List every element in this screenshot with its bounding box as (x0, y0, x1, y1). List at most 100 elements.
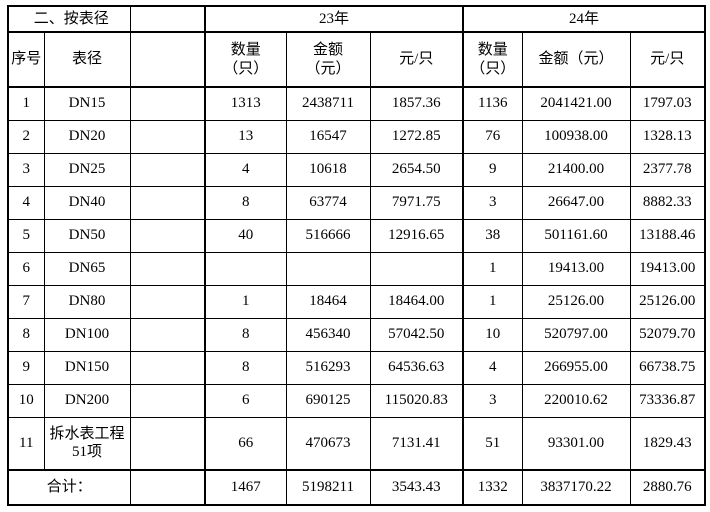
serial-cell: 2 (7, 119, 45, 154)
qty-24-cell: 51 (462, 416, 523, 471)
per-unit-24-cell: 52079.70 (629, 317, 706, 352)
amount-24-cell: 100938.00 (521, 119, 631, 154)
diameter-header: 表径 (43, 31, 131, 88)
amount-23-cell: 690125 (285, 383, 371, 418)
empty-cell (129, 31, 206, 88)
table-row: 7 DN80 1 18464 18464.00 1 25126.00 25126… (7, 284, 706, 319)
qty-24-cell: 4 (462, 350, 523, 385)
serial-cell: 9 (7, 350, 45, 385)
qty-23-header: 数量 （只） (204, 31, 287, 88)
per-unit-23-cell: 12916.65 (369, 218, 464, 253)
year-24-header: 24年 (462, 5, 706, 33)
table-row: 4 DN40 8 63774 7971.75 3 26647.00 8882.3… (7, 185, 706, 220)
diameter-cell: DN40 (43, 185, 131, 220)
per-unit-23-cell: 1857.36 (369, 86, 464, 121)
total-row: 合计： 1467 5198211 3543.43 1332 3837170.22… (7, 469, 706, 506)
amount-23-cell: 16547 (285, 119, 371, 154)
table-row: 9 DN150 8 516293 64536.63 4 266955.00 66… (7, 350, 706, 385)
qty-24-cell: 3 (462, 185, 523, 220)
amount-24-cell: 93301.00 (521, 416, 631, 471)
section-title: 二、按表径 (7, 5, 131, 33)
diameter-cell: DN25 (43, 152, 131, 187)
total-qty-24-cell: 1332 (462, 469, 523, 506)
serial-cell: 11 (7, 416, 45, 471)
amount-24-cell: 501161.60 (521, 218, 631, 253)
empty-cell (129, 317, 206, 352)
qty-23-cell: 8 (204, 350, 287, 385)
per-unit-23-cell: 64536.63 (369, 350, 464, 385)
empty-cell (129, 218, 206, 253)
per-unit-23-cell: 1272.85 (369, 119, 464, 154)
per-unit-24-header: 元/只 (629, 31, 706, 88)
empty-cell (129, 350, 206, 385)
table-row: 5 DN50 40 516666 12916.65 38 501161.60 1… (7, 218, 706, 253)
table-row: 1 DN15 1313 2438711 1857.36 1136 2041421… (7, 86, 706, 121)
empty-cell (129, 5, 206, 33)
meter-diameter-report-table: 二、按表径 23年 24年 序号 表径 数量 （只） 金额 （元） 元/只 数量… (7, 5, 706, 506)
diameter-cell: 拆水表工程 51项 (43, 416, 131, 471)
empty-cell (129, 86, 206, 121)
empty-cell (129, 469, 206, 506)
per-unit-24-cell: 66738.75 (629, 350, 706, 385)
diameter-cell: DN50 (43, 218, 131, 253)
qty-24-cell: 1 (462, 251, 523, 286)
total-qty-23-cell: 1467 (204, 469, 287, 506)
column-header-row: 序号 表径 数量 （只） 金额 （元） 元/只 数量 （只） 金额（元） 元/只 (7, 31, 706, 88)
qty-23-cell: 13 (204, 119, 287, 154)
per-unit-24-cell: 19413.00 (629, 251, 706, 286)
serial-cell: 5 (7, 218, 45, 253)
table-row: 3 DN25 4 10618 2654.50 9 21400.00 2377.7… (7, 152, 706, 187)
amount-24-cell: 220010.62 (521, 383, 631, 418)
amount-23-cell: 63774 (285, 185, 371, 220)
qty-24-cell: 1 (462, 284, 523, 319)
diameter-cell: DN80 (43, 284, 131, 319)
total-per-unit-24-cell: 2880.76 (629, 469, 706, 506)
amount-24-cell: 21400.00 (521, 152, 631, 187)
qty-23-cell: 8 (204, 185, 287, 220)
amount-24-cell: 25126.00 (521, 284, 631, 319)
title-row: 二、按表径 23年 24年 (7, 5, 706, 33)
per-unit-24-cell: 1829.43 (629, 416, 706, 471)
empty-cell (129, 185, 206, 220)
amount-23-cell: 18464 (285, 284, 371, 319)
qty-23-cell (204, 251, 287, 286)
serial-cell: 7 (7, 284, 45, 319)
amount-23-cell: 470673 (285, 416, 371, 471)
amount-23-cell: 516293 (285, 350, 371, 385)
empty-cell (129, 383, 206, 418)
per-unit-23-cell: 7131.41 (369, 416, 464, 471)
serial-header: 序号 (7, 31, 45, 88)
qty-23-cell: 1 (204, 284, 287, 319)
amount-23-cell (285, 251, 371, 286)
per-unit-23-cell: 57042.50 (369, 317, 464, 352)
per-unit-23-cell: 115020.83 (369, 383, 464, 418)
serial-cell: 8 (7, 317, 45, 352)
amount-24-cell: 26647.00 (521, 185, 631, 220)
table-row: 8 DN100 8 456340 57042.50 10 520797.00 5… (7, 317, 706, 352)
total-amount-23-cell: 5198211 (285, 469, 371, 506)
per-unit-24-cell: 8882.33 (629, 185, 706, 220)
amount-24-cell: 2041421.00 (521, 86, 631, 121)
per-unit-23-cell: 7971.75 (369, 185, 464, 220)
diameter-cell: DN65 (43, 251, 131, 286)
empty-cell (129, 152, 206, 187)
qty-23-cell: 66 (204, 416, 287, 471)
empty-cell (129, 119, 206, 154)
table-row: 6 DN65 1 19413.00 19413.00 (7, 251, 706, 286)
table-row: 2 DN20 13 16547 1272.85 76 100938.00 132… (7, 119, 706, 154)
per-unit-24-cell: 73336.87 (629, 383, 706, 418)
table-row: 11 拆水表工程 51项 66 470673 7131.41 51 93301.… (7, 416, 706, 471)
per-unit-23-cell: 18464.00 (369, 284, 464, 319)
qty-24-cell: 3 (462, 383, 523, 418)
empty-cell (129, 284, 206, 319)
total-per-unit-23-cell: 3543.43 (369, 469, 464, 506)
amount-24-cell: 520797.00 (521, 317, 631, 352)
per-unit-23-cell: 2654.50 (369, 152, 464, 187)
per-unit-24-cell: 2377.78 (629, 152, 706, 187)
table-row: 10 DN200 6 690125 115020.83 3 220010.62 … (7, 383, 706, 418)
qty-24-cell: 38 (462, 218, 523, 253)
empty-cell (129, 251, 206, 286)
total-label: 合计： (7, 469, 131, 506)
diameter-cell: DN15 (43, 86, 131, 121)
amount-24-cell: 19413.00 (521, 251, 631, 286)
